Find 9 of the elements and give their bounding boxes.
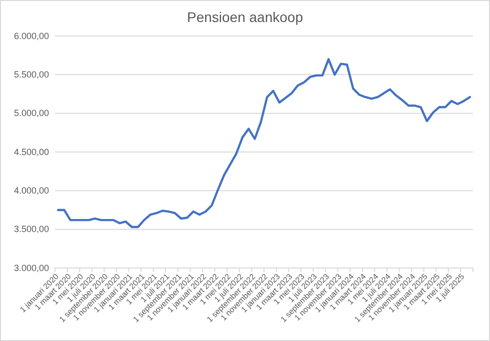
y-tick-label: 3.500,00 — [14, 224, 49, 234]
y-tick-label: 5.000,00 — [14, 108, 49, 118]
line-series — [56, 58, 472, 228]
y-tick-label: 4.000,00 — [14, 186, 49, 196]
y-tick-label: 6.000,00 — [14, 30, 49, 41]
y-tick-label: 4.500,00 — [14, 146, 49, 157]
y-tick-label: 5.500,00 — [14, 70, 49, 80]
y-tick-label: 3.000,00 — [14, 262, 49, 273]
chart-title: Pensioen aankoop — [187, 9, 304, 25]
